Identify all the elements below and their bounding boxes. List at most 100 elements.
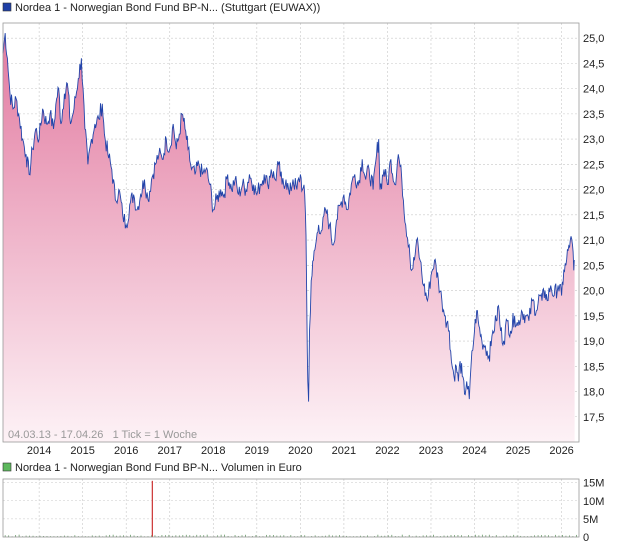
x-tick-label: 2023 <box>419 445 443 457</box>
volume-bar <box>279 535 281 537</box>
price-area <box>3 33 575 442</box>
volume-bar <box>509 535 511 537</box>
volume-bar <box>461 535 462 537</box>
volume-bar <box>18 534 20 537</box>
volume-bar <box>304 535 306 537</box>
volume-y-tick-label: 15M <box>583 478 604 490</box>
volume-grid <box>3 479 579 538</box>
y-tick-label: 20,5 <box>583 260 604 272</box>
y-tick-label: 21,0 <box>583 235 604 247</box>
volume-bar <box>133 535 135 537</box>
volume-bar <box>206 534 208 537</box>
y-tick-label: 22,0 <box>583 185 604 197</box>
volume-bar <box>74 535 76 537</box>
x-tick-label: 2026 <box>549 445 573 457</box>
x-tick-label: 2021 <box>332 445 356 457</box>
volume-bar <box>50 536 51 537</box>
volume-bar <box>189 535 191 537</box>
volume-bar <box>36 536 37 537</box>
volume-bar <box>269 534 271 537</box>
volume-bar <box>433 534 434 537</box>
y-tick-label: 24,5 <box>583 58 604 70</box>
volume-bar <box>245 534 246 537</box>
x-tick-label: 2019 <box>245 445 269 457</box>
volume-bar <box>95 535 97 537</box>
volume-bar <box>572 536 574 537</box>
volume-bar <box>454 535 455 537</box>
volume-bar <box>164 535 166 537</box>
volume-legend-text: Nordea 1 - Norwegian Bond Fund BP-N... V… <box>15 462 302 474</box>
volume-bar <box>447 535 448 537</box>
volume-bar <box>506 535 508 537</box>
volume-bar <box>185 534 187 537</box>
volume-bar <box>105 535 107 537</box>
volume-bar <box>548 535 549 537</box>
volume-bar <box>468 535 469 537</box>
volume-bar <box>544 535 546 537</box>
volume-bar <box>408 534 410 537</box>
volume-bar <box>84 536 86 537</box>
volume-y-axis: 0 5M 10M 15M <box>583 478 604 544</box>
volume-bar <box>109 534 111 537</box>
volume-bar <box>192 535 194 537</box>
volume-bar <box>513 534 515 537</box>
x-tick-label: 2025 <box>506 445 530 457</box>
volume-bar <box>541 535 542 537</box>
volume-bar <box>266 534 267 537</box>
y-tick-label: 23,0 <box>583 134 604 146</box>
volume-y-tick-label: 10M <box>583 496 604 508</box>
volume-bar <box>171 535 173 537</box>
volume-bar <box>25 535 27 537</box>
volume-bar <box>523 536 525 537</box>
price-legend-text: Nordea 1 - Norwegian Bond Fund BP-N... (… <box>15 2 320 14</box>
volume-bar <box>175 535 177 537</box>
volume-bar <box>502 535 504 537</box>
volume-legend-swatch <box>2 462 12 472</box>
price-plot-frame <box>2 22 580 443</box>
volume-bar <box>339 535 340 537</box>
volume-bar <box>422 535 424 537</box>
volume-bar <box>112 534 114 537</box>
volume-bar <box>516 535 518 537</box>
volume-bar <box>436 536 438 537</box>
volume-bar <box>178 535 180 537</box>
volume-bar <box>168 534 170 537</box>
volume-bar <box>565 535 567 537</box>
volume-bars <box>4 480 577 537</box>
volume-bar <box>367 535 368 537</box>
volume-bar <box>311 536 313 537</box>
volume-bar <box>377 534 379 537</box>
volume-bar <box>555 534 556 537</box>
volume-bar <box>43 536 44 537</box>
volume-bar <box>32 535 34 537</box>
volume-bar <box>293 536 295 537</box>
volume-bar <box>373 536 375 537</box>
volume-bar <box>398 536 400 537</box>
volume-bar <box>440 536 441 537</box>
volume-bar <box>60 535 62 537</box>
volume-bar <box>116 535 118 537</box>
y-tick-label: 19,0 <box>583 336 604 348</box>
y-tick-label: 24,0 <box>583 84 604 96</box>
volume-bar <box>151 535 152 537</box>
volume-bar <box>91 535 93 537</box>
volume-bar <box>363 535 365 537</box>
volume-bar <box>161 535 163 537</box>
x-tick-label: 2017 <box>158 445 182 457</box>
volume-bar <box>401 534 403 537</box>
volume-bar <box>227 535 229 537</box>
x-tick-label: 2022 <box>375 445 399 457</box>
volume-y-tick-label: 5M <box>583 514 598 526</box>
volume-bar <box>558 535 560 537</box>
volume-bar <box>471 535 473 537</box>
volume-bar <box>255 535 257 537</box>
volume-bar <box>394 536 396 537</box>
volume-bar <box>57 536 58 537</box>
volume-bar <box>492 536 494 537</box>
volume-bar <box>360 535 361 537</box>
volume-bar <box>272 535 274 537</box>
volume-bar <box>530 535 532 537</box>
volume-bar <box>123 535 124 537</box>
volume-bar <box>276 535 278 537</box>
